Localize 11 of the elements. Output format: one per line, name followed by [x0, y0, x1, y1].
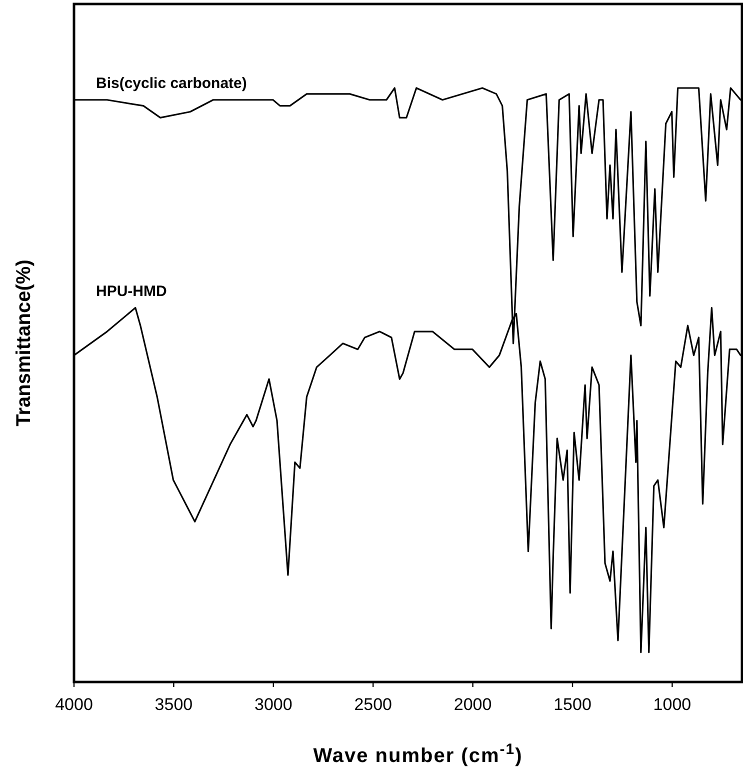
series-label: HPU-HMD	[96, 282, 167, 300]
x-axis-title: Wave number (cm$^{-1}$)	[313, 740, 523, 767]
x-tick-label: 1500	[554, 695, 592, 714]
y-axis-title: Transmittance(%)	[13, 260, 35, 426]
x-tick-label: 3000	[254, 695, 292, 714]
x-tick-label: 2500	[354, 695, 392, 714]
x-tick-label: 2000	[454, 695, 492, 714]
x-tick-label: 4000	[55, 695, 93, 714]
x-tick-label: 3500	[154, 695, 193, 714]
series-label: Bis(cyclic carbonate)	[96, 74, 247, 92]
x-tick-label: 1000	[653, 695, 692, 714]
